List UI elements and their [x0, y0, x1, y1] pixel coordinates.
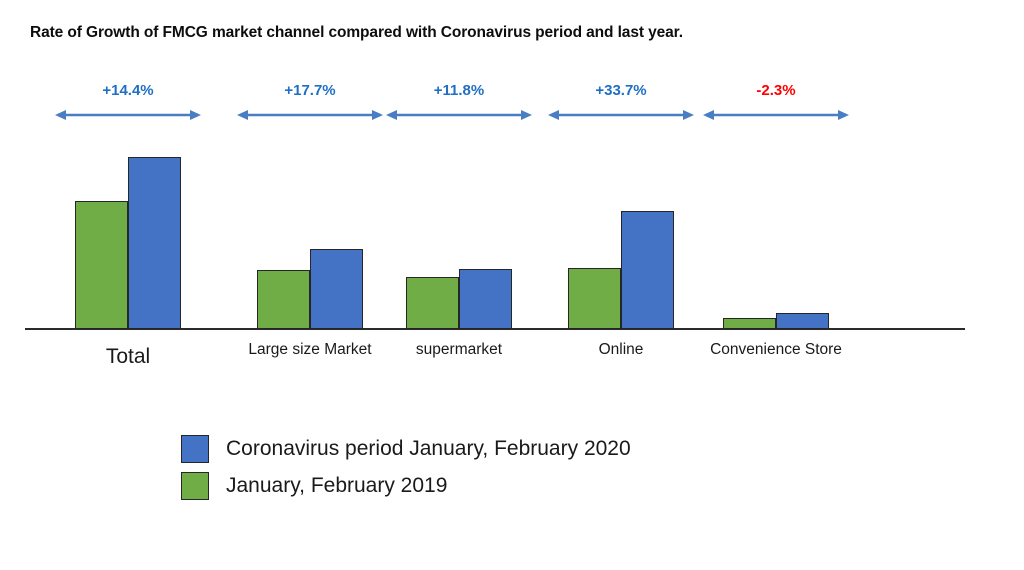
bar-series-2020-1: [310, 249, 363, 329]
delta-arrow-icon-2: [386, 108, 532, 122]
category-label-1: Large size Market: [248, 341, 372, 358]
bar-series-2020-2: [459, 269, 512, 329]
delta-arrow-icon-3: [548, 108, 694, 122]
delta-arrow-icon-4: [703, 108, 849, 122]
delta-label-1: +17.7%: [284, 82, 336, 99]
x-axis-line: [25, 328, 965, 330]
bar-series-2019-1: [257, 270, 310, 329]
delta-label-4: -2.3%: [756, 82, 796, 99]
category-label-0: Total: [105, 345, 151, 368]
legend-item: Coronavirus period January, February 202…: [181, 430, 631, 467]
chart-legend: Coronavirus period January, February 202…: [181, 430, 631, 504]
bar-series-2019-2: [406, 277, 459, 329]
bar-series-2019-3: [568, 268, 621, 329]
bar-series-2020-3: [621, 211, 674, 329]
delta-arrow-icon-0: [55, 108, 201, 122]
category-label-3: Online: [598, 341, 644, 358]
delta-arrow-icon-1: [237, 108, 383, 122]
bar-series-2020-0: [128, 157, 181, 329]
bar-series-2019-4: [723, 318, 776, 329]
delta-label-2: +11.8%: [433, 82, 485, 99]
bar-series-2020-4: [776, 313, 829, 329]
legend-item-label: Coronavirus period January, February 202…: [226, 436, 631, 460]
category-label-4: Convenience Store: [710, 341, 842, 358]
legend-item-label: January, February 2019: [226, 473, 448, 497]
delta-label-3: +33.7%: [595, 82, 647, 99]
delta-label-0: +14.4%: [102, 82, 154, 99]
category-label-2: supermarket: [415, 341, 503, 358]
legend-swatch-icon: [181, 471, 209, 500]
legend-item: January, February 2019: [181, 467, 631, 504]
page-title: Rate of Growth of FMCG market channel co…: [30, 24, 683, 41]
bar-series-2019-0: [75, 201, 128, 329]
legend-swatch-icon: [181, 434, 209, 463]
